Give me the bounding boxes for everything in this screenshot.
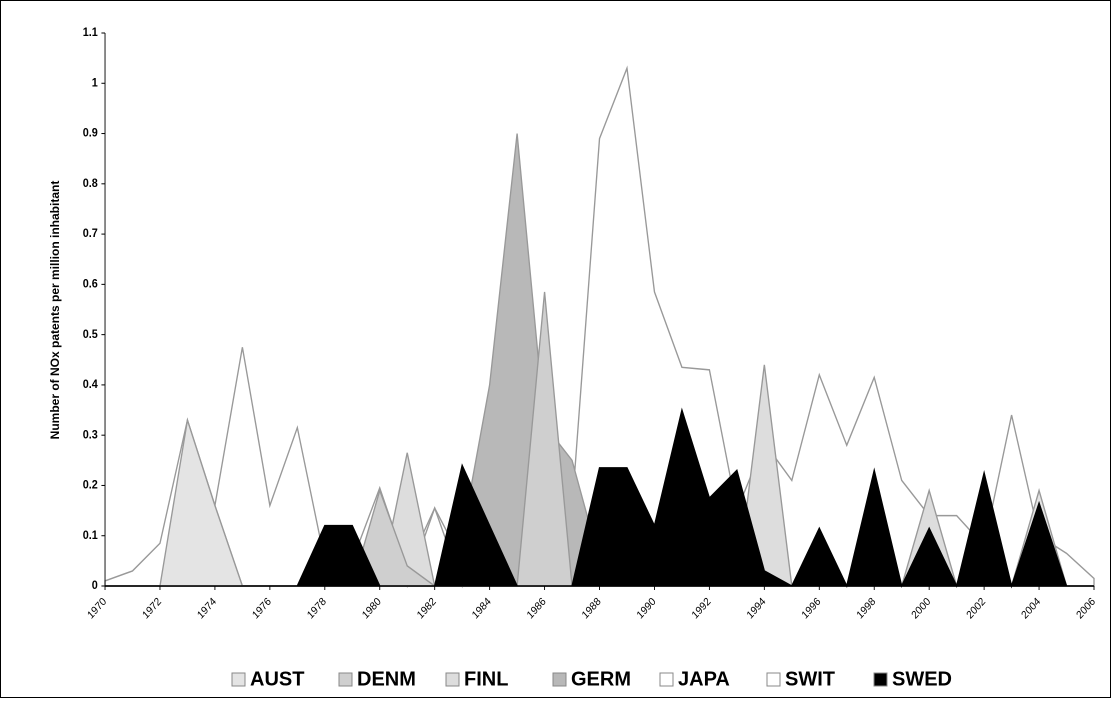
y-tick-label: 0.1 [83, 529, 99, 542]
y-tick-label: 0.8 [83, 178, 98, 191]
legend-swatch [338, 672, 353, 687]
y-tick-label: 1 [92, 77, 99, 90]
legend-swatch [445, 672, 460, 687]
y-tick-label: 0.2 [83, 479, 98, 492]
y-tick-label: 0.7 [83, 228, 98, 241]
legend-swatch [873, 672, 888, 687]
legend-label: SWIT [785, 668, 835, 690]
y-tick-label: 0 [92, 580, 98, 593]
y-tick-label: 1.1 [83, 27, 99, 40]
y-tick-label: 0.3 [83, 429, 98, 442]
y-tick-label: 0.6 [83, 278, 98, 291]
y-tick-label: 0.5 [83, 328, 99, 341]
legend-label: DENM [357, 668, 416, 690]
legend-swatch [766, 672, 781, 687]
y-axis-label: Number of NOx patents per million inhabi… [48, 181, 62, 440]
legend-label: FINL [464, 668, 508, 690]
y-tick-label: 0.4 [83, 379, 99, 392]
legend-swatch [659, 672, 674, 687]
legend-label: JAPA [678, 668, 730, 690]
legend-label: SWED [892, 668, 952, 690]
legend-swatch [231, 672, 246, 687]
y-tick-label: 0.9 [83, 127, 98, 140]
legend-label: AUST [250, 668, 304, 690]
legend-label: GERM [571, 668, 631, 690]
legend-swatch [552, 672, 567, 687]
